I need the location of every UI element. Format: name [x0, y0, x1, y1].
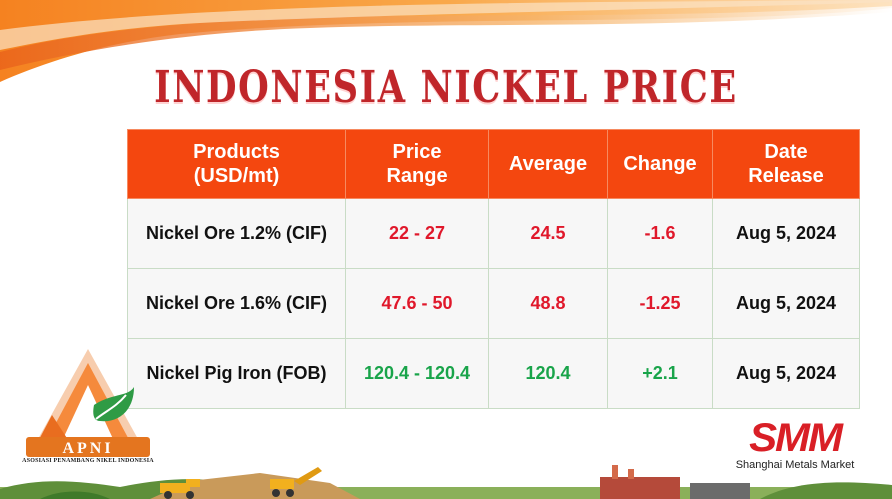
change-cell: +2.1 — [607, 338, 713, 409]
smm-logo: SMM Shanghai Metals Market — [731, 418, 859, 471]
header-price-range: Price Range — [345, 129, 489, 199]
product-cell: Nickel Pig Iron (FOB) — [127, 338, 346, 409]
average-cell: 120.4 — [488, 338, 608, 409]
table-row: Nickel Pig Iron (FOB) 120.4 - 120.4 120.… — [127, 338, 860, 409]
bottom-mining-illustration — [0, 465, 892, 499]
price-table: Products (USD/mt) Price Range Average Ch… — [127, 129, 860, 409]
average-cell: 48.8 — [488, 268, 608, 339]
top-swoosh-decoration — [0, 0, 892, 82]
header-products: Products (USD/mt) — [127, 129, 346, 199]
change-cell: -1.6 — [607, 198, 713, 269]
date-cell: Aug 5, 2024 — [712, 268, 860, 339]
date-cell: Aug 5, 2024 — [712, 198, 860, 269]
smm-subtitle: Shanghai Metals Market — [735, 459, 855, 471]
date-cell: Aug 5, 2024 — [712, 338, 860, 409]
apni-logo: APNI — [26, 349, 150, 457]
price-range-cell: 22 - 27 — [345, 198, 489, 269]
price-range-cell: 47.6 - 50 — [345, 268, 489, 339]
product-cell: Nickel Ore 1.6% (CIF) — [127, 268, 346, 339]
header-change: Change — [607, 129, 713, 199]
apni-caption: ASOSIASI PENAMBANG NIKEL INDONESIA — [22, 458, 154, 464]
header-average: Average — [488, 129, 608, 199]
average-cell: 24.5 — [488, 198, 608, 269]
change-cell: -1.25 — [607, 268, 713, 339]
table-row: Nickel Ore 1.2% (CIF) 22 - 27 24.5 -1.6 … — [127, 198, 860, 269]
apni-logo-text: APNI — [62, 440, 113, 457]
smm-logo-text: SMM — [749, 416, 843, 460]
header-date-release: Date Release — [712, 129, 860, 199]
product-cell: Nickel Ore 1.2% (CIF) — [127, 198, 346, 269]
table-row: Nickel Ore 1.6% (CIF) 47.6 - 50 48.8 -1.… — [127, 268, 860, 339]
table-header-row: Products (USD/mt) Price Range Average Ch… — [127, 129, 860, 199]
price-range-cell: 120.4 - 120.4 — [345, 338, 489, 409]
